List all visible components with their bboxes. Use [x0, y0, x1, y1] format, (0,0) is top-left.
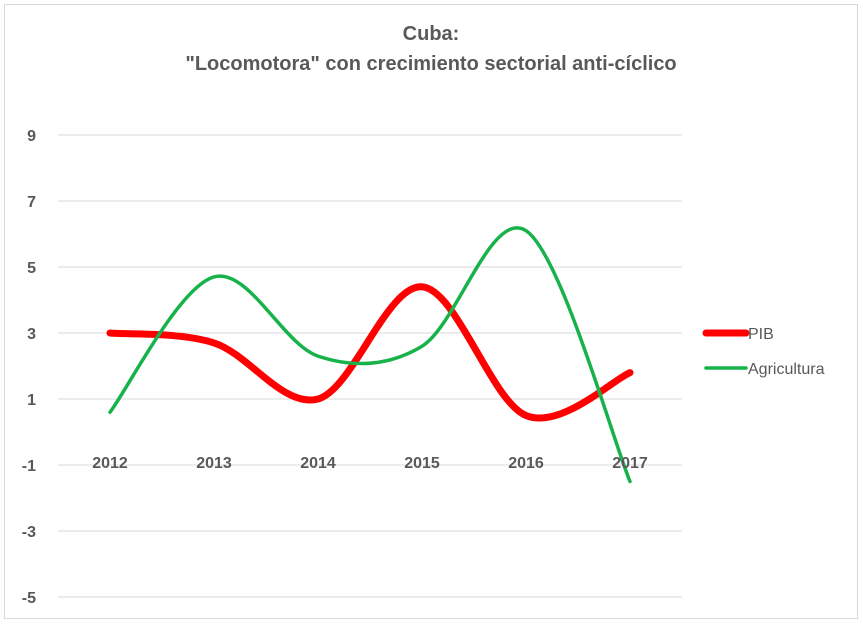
y-tick-label: 1 — [27, 392, 36, 409]
x-tick-label: 2014 — [300, 455, 336, 472]
y-tick-label: -3 — [22, 524, 36, 541]
legend: PIB Agricultura — [702, 326, 825, 378]
series-lines — [106, 226, 634, 484]
x-tick-label: 2016 — [508, 455, 544, 472]
series-line-agricultura — [108, 226, 632, 484]
y-tick-label: -1 — [22, 458, 36, 475]
x-tick-label: 2015 — [404, 455, 440, 472]
y-tick-label: -5 — [22, 590, 36, 607]
y-axis-tick-labels: -5 -3 -1 1 3 5 7 9 — [22, 128, 36, 607]
chart-title-line-2: "Locomotora" con crecimiento sectorial a… — [185, 53, 676, 75]
chart-title: Cuba: "Locomotora" con crecimiento secto… — [185, 23, 676, 75]
chart-title-line-1: Cuba: — [403, 23, 460, 45]
x-tick-label: 2013 — [196, 455, 232, 472]
gridlines — [58, 134, 682, 598]
y-tick-label: 3 — [27, 326, 36, 343]
x-tick-label: 2017 — [612, 455, 648, 472]
y-tick-label: 9 — [27, 128, 36, 145]
x-axis-tick-labels: 2012 2013 2014 2015 2016 2017 — [92, 455, 648, 472]
chart-frame — [4, 4, 858, 619]
legend-label: PIB — [748, 326, 774, 343]
y-tick-label: 7 — [27, 194, 36, 211]
y-tick-label: 5 — [27, 260, 36, 277]
series-line-pib — [106, 283, 634, 422]
legend-label: Agricultura — [748, 361, 825, 378]
x-tick-label: 2012 — [92, 455, 128, 472]
